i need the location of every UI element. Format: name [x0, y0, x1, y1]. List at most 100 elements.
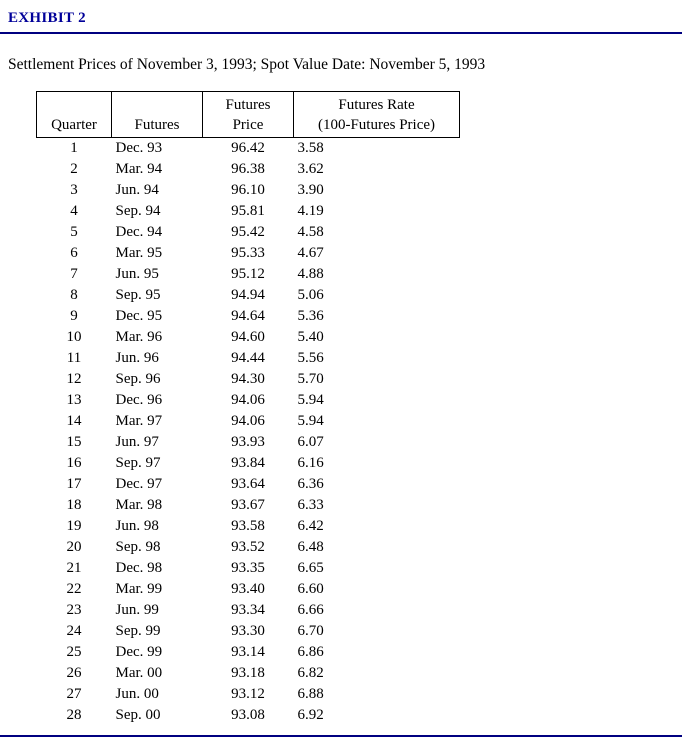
cell-quarter: 6 — [70, 245, 78, 261]
cell-price: 93.67 — [231, 497, 265, 513]
cell-futures: Jun. 94 — [115, 182, 159, 198]
cell-quarter: 17 — [66, 476, 82, 492]
col-header-quarter: Quarter — [36, 91, 112, 138]
page-title: EXHIBIT 2 — [8, 10, 86, 26]
cell-rate: 5.94 — [297, 392, 324, 408]
table-row: 15 Jun. 97 93.93 6.07 — [37, 432, 460, 453]
cell-price: 96.42 — [231, 140, 265, 156]
cell-price: 96.10 — [231, 182, 265, 198]
table-row: 21 Dec. 98 93.35 6.65 — [37, 558, 460, 579]
cell-price: 93.18 — [231, 665, 265, 681]
cell-rate: 6.36 — [297, 476, 324, 492]
table-row: 7 Jun. 95 95.12 4.88 — [37, 264, 460, 285]
cell-futures: Sep. 94 — [115, 203, 161, 219]
table-row: 2 Mar. 94 96.38 3.62 — [37, 159, 460, 180]
col-header-futures-price: Futures Price — [202, 91, 294, 138]
cell-futures: Mar. 95 — [115, 245, 163, 261]
cell-price: 94.30 — [231, 371, 265, 387]
table-row: 25 Dec. 99 93.14 6.86 — [37, 642, 460, 663]
cell-rate: 6.88 — [297, 686, 324, 702]
cell-rate: 6.66 — [297, 602, 324, 618]
cell-rate: 3.58 — [297, 140, 324, 156]
cell-price: 94.06 — [231, 413, 265, 429]
cell-futures: Mar. 97 — [115, 413, 163, 429]
cell-quarter: 18 — [66, 497, 82, 513]
subtitle: Settlement Prices of November 3, 1993; S… — [8, 56, 486, 73]
cell-rate: 4.67 — [297, 245, 324, 261]
top-divider — [0, 32, 682, 34]
table-row: 3 Jun. 94 96.10 3.90 — [37, 180, 460, 201]
cell-quarter: 11 — [66, 350, 82, 366]
cell-rate: 3.90 — [297, 182, 324, 198]
cell-price: 93.84 — [231, 455, 265, 471]
cell-futures: Dec. 98 — [115, 560, 163, 576]
cell-price: 93.12 — [231, 686, 265, 702]
cell-rate: 4.88 — [297, 266, 324, 282]
cell-rate: 5.94 — [297, 413, 324, 429]
cell-price: 94.94 — [231, 287, 265, 303]
cell-rate: 5.70 — [297, 371, 324, 387]
cell-quarter: 27 — [66, 686, 82, 702]
table-row: 4 Sep. 94 95.81 4.19 — [37, 201, 460, 222]
cell-quarter: 26 — [66, 665, 82, 681]
cell-futures: Mar. 99 — [115, 581, 163, 597]
cell-rate: 6.70 — [297, 623, 324, 639]
table-body: 1 Dec. 93 96.42 3.58 2 Mar. 94 96.38 3.62 3 Jun. … — [37, 138, 460, 727]
col-header-futures: Futures — [111, 91, 203, 138]
cell-price: 94.44 — [231, 350, 265, 366]
cell-futures: Sep. 98 — [115, 539, 161, 555]
table-row: 14 Mar. 97 94.06 5.94 — [37, 411, 460, 432]
cell-futures: Jun. 99 — [115, 602, 159, 618]
cell-futures: Sep. 97 — [115, 455, 161, 471]
cell-futures: Sep. 99 — [115, 623, 161, 639]
cell-quarter: 15 — [66, 434, 82, 450]
cell-rate: 6.42 — [297, 518, 324, 534]
table-row: 28 Sep. 00 93.08 6.92 — [37, 705, 460, 726]
cell-rate: 6.07 — [297, 434, 324, 450]
table-row: 12 Sep. 96 94.30 5.70 — [37, 369, 460, 390]
cell-futures: Jun. 95 — [115, 266, 159, 282]
cell-price: 95.12 — [231, 266, 265, 282]
cell-quarter: 9 — [70, 308, 78, 324]
cell-futures: Mar. 94 — [115, 161, 163, 177]
cell-futures: Sep. 00 — [115, 707, 161, 723]
cell-quarter: 12 — [66, 371, 82, 387]
cell-price: 95.33 — [231, 245, 265, 261]
cell-futures: Mar. 00 — [115, 665, 163, 681]
header-row: Quarter Futures Futures Price Futures Ra… — [36, 91, 460, 138]
table-row: 19 Jun. 98 93.58 6.42 — [37, 516, 460, 537]
cell-futures: Mar. 98 — [115, 497, 163, 513]
cell-quarter: 3 — [70, 182, 78, 198]
table-row: 9 Dec. 95 94.64 5.36 — [37, 306, 460, 327]
cell-rate: 6.48 — [297, 539, 324, 555]
cell-quarter: 14 — [66, 413, 82, 429]
cell-rate: 5.06 — [297, 287, 324, 303]
cell-quarter: 28 — [66, 707, 82, 723]
table-row: 11 Jun. 96 94.44 5.56 — [37, 348, 460, 369]
cell-price: 93.93 — [231, 434, 265, 450]
settlement-prices-table: Quarter Futures Futures Price Futures Ra… — [36, 91, 460, 726]
cell-price: 94.64 — [231, 308, 265, 324]
cell-quarter: 2 — [70, 161, 78, 177]
cell-rate: 6.16 — [297, 455, 324, 471]
cell-price: 95.81 — [231, 203, 265, 219]
cell-price: 93.64 — [231, 476, 265, 492]
cell-futures: Jun. 97 — [115, 434, 159, 450]
table-row: 16 Sep. 97 93.84 6.16 — [37, 453, 460, 474]
cell-rate: 5.56 — [297, 350, 324, 366]
cell-rate: 6.60 — [297, 581, 324, 597]
cell-futures: Jun. 98 — [115, 518, 159, 534]
cell-quarter: 24 — [66, 623, 82, 639]
cell-rate: 6.33 — [297, 497, 324, 513]
cell-quarter: 1 — [70, 140, 78, 156]
cell-price: 93.30 — [231, 623, 265, 639]
bottom-divider — [0, 735, 682, 737]
cell-futures: Dec. 94 — [115, 224, 163, 240]
cell-futures: Dec. 99 — [115, 644, 163, 660]
cell-price: 94.60 — [231, 329, 265, 345]
cell-quarter: 4 — [70, 203, 78, 219]
table-row: 26 Mar. 00 93.18 6.82 — [37, 663, 460, 684]
table-row: 27 Jun. 00 93.12 6.88 — [37, 684, 460, 705]
cell-futures: Dec. 93 — [115, 140, 163, 156]
cell-rate: 6.86 — [297, 644, 324, 660]
